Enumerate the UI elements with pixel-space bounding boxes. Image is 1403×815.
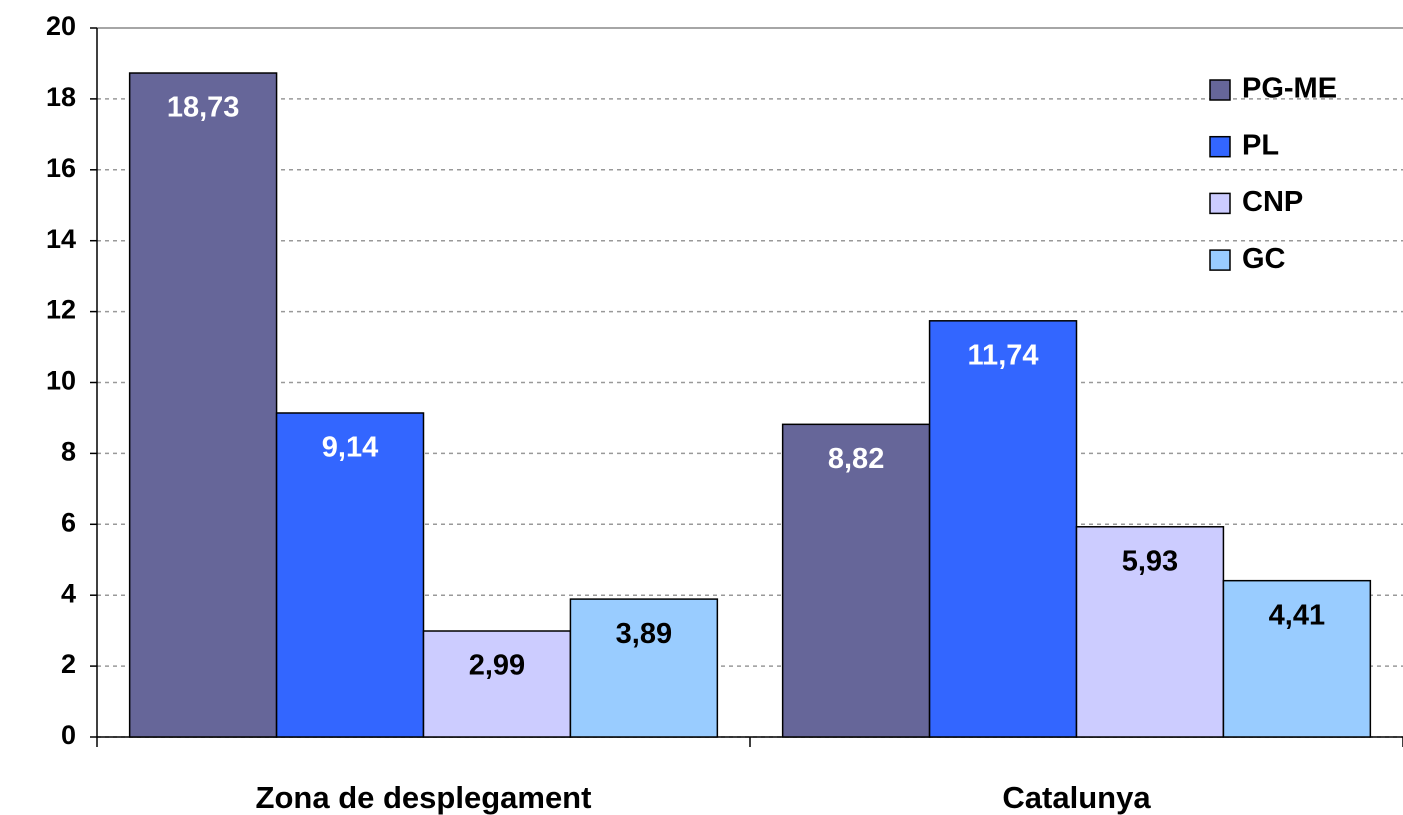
bar <box>781 423 931 738</box>
bar <box>422 630 572 738</box>
y-tick-label: 12 <box>46 295 76 325</box>
y-tick-label: 14 <box>46 224 76 254</box>
value-label: 2,99 <box>469 650 525 682</box>
legend-label: CNP <box>1242 186 1303 218</box>
y-tick-label: 6 <box>61 507 76 537</box>
value-label: 11,74 <box>968 339 1039 371</box>
y-tick-label: 16 <box>46 153 76 183</box>
y-tick-label: 2 <box>61 649 76 679</box>
y-tick-label: 4 <box>61 578 76 608</box>
y-tick-label: 8 <box>61 437 76 467</box>
legend-swatch <box>1209 79 1231 101</box>
legend-label: PG-ME <box>1242 73 1337 105</box>
bar <box>1222 579 1372 738</box>
y-tick-label: 10 <box>46 366 76 396</box>
value-label: 18,73 <box>167 92 240 124</box>
bar <box>1075 526 1225 738</box>
bar <box>275 412 425 738</box>
value-label: 3,89 <box>616 618 672 650</box>
value-label: 8,82 <box>828 443 884 475</box>
value-label: 9,14 <box>322 432 378 464</box>
legend-swatch <box>1209 192 1231 215</box>
bar <box>128 72 278 738</box>
value-label: 5,93 <box>1122 545 1178 577</box>
legend-swatch <box>1209 249 1231 271</box>
x-tick-label: Catalunya <box>1002 780 1151 815</box>
legend-swatch <box>1209 135 1231 158</box>
legend-label: GC <box>1242 243 1286 275</box>
y-tick-label: 20 <box>46 11 76 41</box>
y-tick-label: 0 <box>61 720 76 750</box>
bar <box>569 598 719 738</box>
x-tick-label: Zona de desplegament <box>256 780 592 815</box>
value-label: 4,41 <box>1269 599 1325 631</box>
legend-label: PL <box>1242 129 1279 161</box>
y-tick-label: 18 <box>46 82 76 112</box>
bar <box>928 320 1078 738</box>
